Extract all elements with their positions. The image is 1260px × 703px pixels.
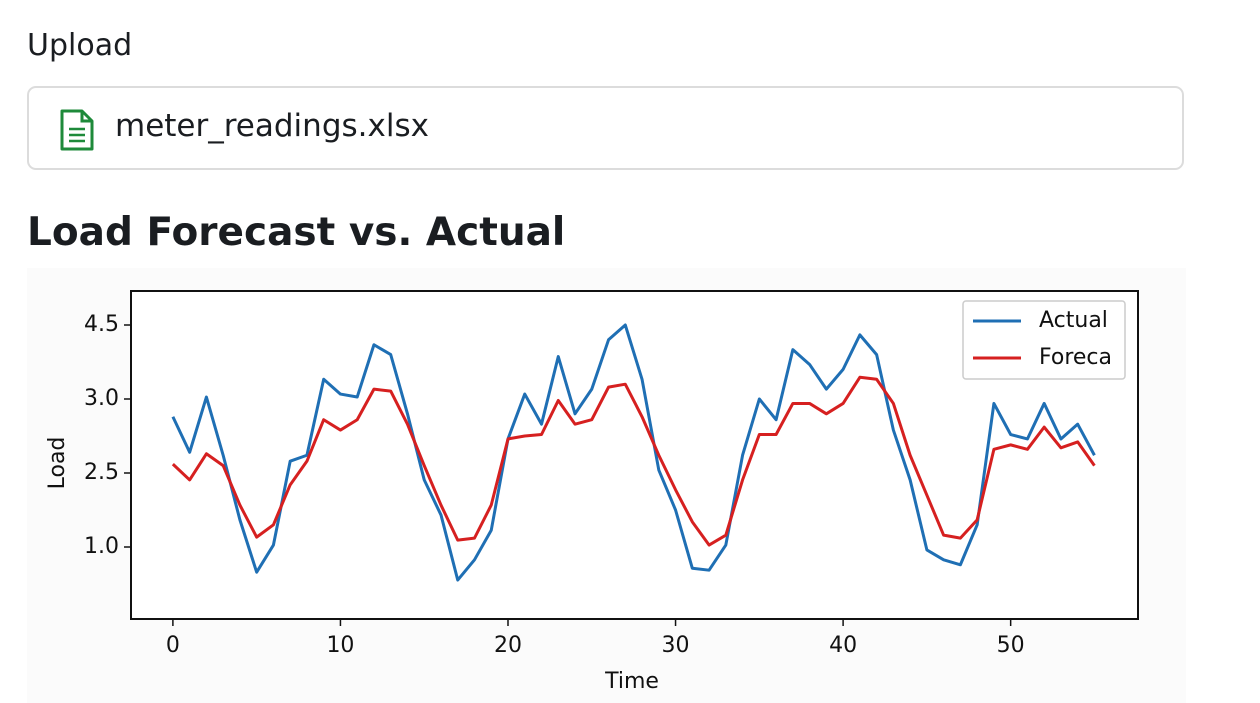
- x-tick-label: 30: [662, 633, 690, 658]
- legend-label: Actual: [1039, 308, 1108, 333]
- x-tick-label: 10: [326, 633, 354, 658]
- legend-label: Foreca: [1039, 345, 1112, 370]
- x-tick-label: 50: [997, 633, 1025, 658]
- file-icon: [60, 109, 94, 151]
- upload-box[interactable]: meter_readings.xlsx: [27, 86, 1184, 170]
- upload-label: Upload: [27, 28, 133, 63]
- y-tick-label: 1.0: [84, 534, 119, 559]
- series-line: [171, 323, 1096, 582]
- x-tick-label: 20: [494, 633, 522, 658]
- y-tick-label: 4.5: [84, 312, 119, 337]
- x-tick-label: 0: [166, 633, 180, 658]
- y-tick-label: 3.0: [84, 386, 119, 411]
- series-line: [171, 375, 1096, 547]
- file-name[interactable]: meter_readings.xlsx: [115, 108, 429, 144]
- y-axis-label: Load: [45, 437, 70, 490]
- x-tick-label: 40: [829, 633, 857, 658]
- y-tick-label: 2.5: [84, 460, 119, 485]
- chart-heading: Load Forecast vs. Actual: [27, 210, 566, 255]
- x-axis-label: Time: [604, 669, 659, 694]
